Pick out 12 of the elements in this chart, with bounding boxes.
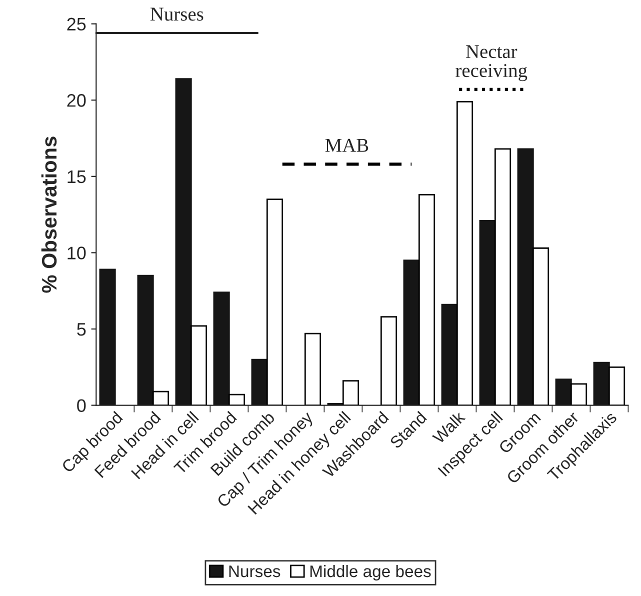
ref-line-label: Nectar receiving xyxy=(456,45,528,82)
y-tick-label: 5 xyxy=(77,323,86,336)
y-tick-label: 20 xyxy=(67,94,86,107)
legend-label: Nurses xyxy=(229,566,280,578)
ref-line-label: MAB xyxy=(325,138,368,152)
ref-line-label: Nurses xyxy=(150,8,204,21)
y-tick-label: 15 xyxy=(68,170,86,184)
y-tick-label: 25 xyxy=(67,18,86,31)
legend-label: Middle age bees xyxy=(310,564,431,581)
y-tick-label: 0 xyxy=(77,399,86,412)
y-tick-label: 10 xyxy=(68,246,86,260)
y-axis-title: % Observations xyxy=(41,136,57,293)
